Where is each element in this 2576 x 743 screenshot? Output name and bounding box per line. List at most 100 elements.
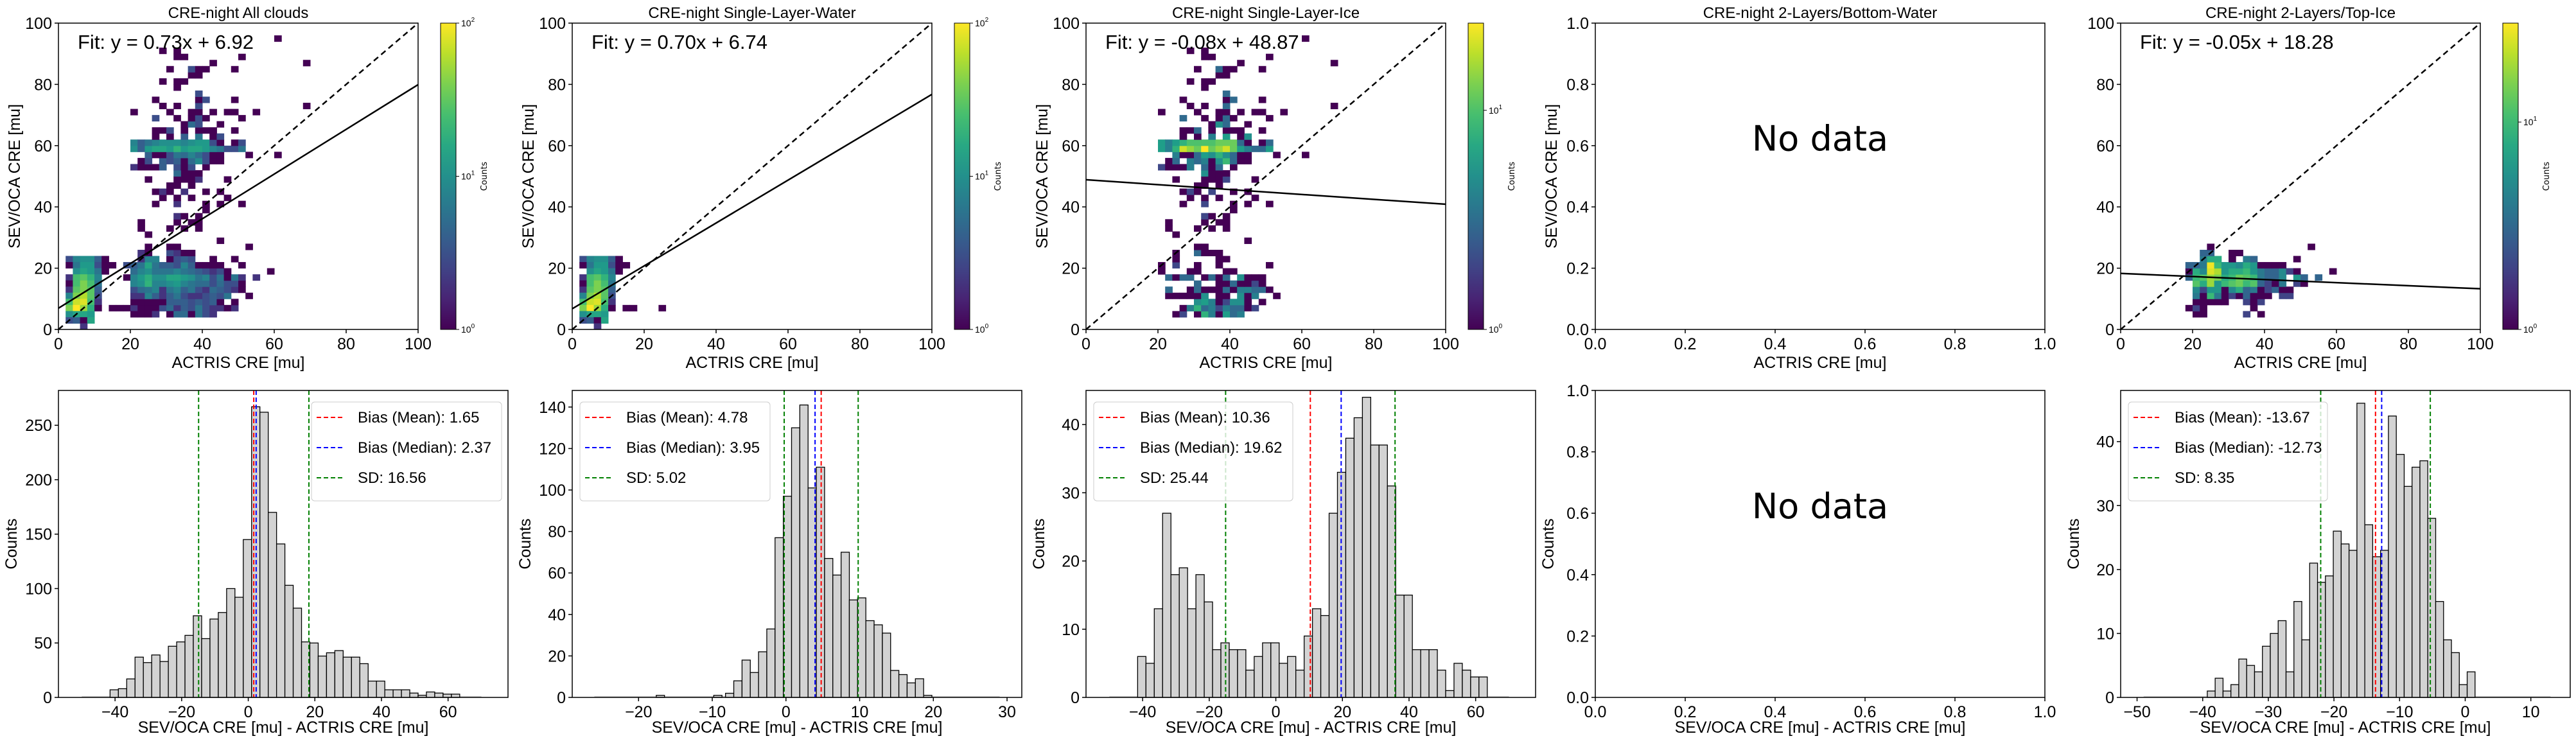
heatmap-cell — [1230, 145, 1238, 152]
heatmap-cell — [2243, 280, 2251, 287]
heatmap-cell — [66, 286, 73, 293]
heatmap-cell — [579, 256, 587, 263]
heatmap-cell — [137, 139, 145, 146]
heatmap-cell — [1186, 286, 1195, 293]
heatmap-cell — [195, 286, 203, 293]
heatmap-cell — [2193, 304, 2200, 311]
heatmap-cell — [1222, 170, 1231, 177]
heatmap-cell — [1208, 53, 1216, 60]
heatmap-cell — [209, 133, 217, 140]
heatmap-cell — [152, 274, 160, 281]
heatmap-cell — [2243, 256, 2251, 263]
heatmap-cell — [180, 268, 189, 275]
x-axis-label: ACTRIS CRE [mu] — [686, 354, 819, 372]
heatmap-cell — [1258, 127, 1266, 134]
heatmap-cell — [195, 157, 203, 164]
legend-item-sd: SD: 8.35 — [2175, 469, 2234, 487]
heatmap-cell — [1237, 286, 1245, 293]
heatmap-cell — [1258, 299, 1266, 306]
heatmap-cell — [209, 274, 217, 281]
histogram-bar — [284, 584, 294, 698]
heatmap-cell — [1165, 139, 1173, 146]
y-tick-label: 20 — [1062, 553, 1080, 571]
heatmap-cell — [1222, 133, 1231, 140]
heatmap-cell — [1194, 280, 1202, 287]
heatmap-cell — [2272, 286, 2279, 293]
heatmap-cell — [180, 133, 189, 140]
heatmap-cell — [1179, 96, 1187, 103]
heatmap-cell — [73, 286, 81, 293]
heatmap-cell — [1179, 311, 1187, 318]
heatmap-cell — [2229, 292, 2236, 299]
heatmap-cell — [145, 145, 153, 152]
histogram-bar — [1370, 444, 1380, 698]
heatmap-cell — [1194, 145, 1202, 152]
heatmap-cell — [1194, 249, 1202, 257]
heatmap-cell — [1201, 292, 1209, 299]
y-tick-label: 20 — [2096, 260, 2114, 278]
heatmap-cell — [1215, 66, 1223, 73]
histogram-bar — [234, 597, 244, 698]
histogram-bar — [1270, 642, 1280, 698]
heatmap-cell — [1158, 164, 1166, 171]
heatmap-cell — [87, 268, 95, 275]
heatmap-cell — [593, 292, 602, 299]
heatmap-cell — [1186, 292, 1195, 299]
heatmap-cell — [152, 262, 160, 269]
y-tick-label: 100 — [25, 580, 52, 598]
x-tick-label: 0 — [2461, 703, 2470, 721]
x-tick-label: −40 — [2189, 703, 2216, 721]
histogram-bar — [1187, 608, 1196, 698]
heatmap-cell — [231, 127, 239, 134]
heatmap-cell — [231, 299, 239, 306]
heatmap-cell — [2308, 243, 2315, 250]
heatmap-cell — [2300, 274, 2308, 281]
y-axis-label: Counts — [1539, 518, 1557, 569]
chart-title: CRE-night 2-Layers/Bottom-Water — [1703, 4, 1938, 22]
histogram-bar — [1328, 512, 1338, 698]
x-tick-label: 40 — [1400, 703, 1418, 721]
heatmap-cell — [166, 188, 174, 195]
y-tick-label: 0.8 — [1566, 76, 1589, 94]
heatmap-cell — [586, 317, 595, 324]
heatmap-cell — [600, 262, 609, 269]
y-tick-label: 50 — [34, 634, 52, 652]
heatmap-cell — [166, 145, 174, 152]
heatmap-cell — [152, 299, 160, 306]
heatmap-cell — [1194, 286, 1202, 293]
y-tick-label: 60 — [548, 564, 566, 582]
heatmap-cell — [1172, 256, 1180, 263]
heatmap-cell — [1230, 304, 1238, 311]
heatmap-cell — [1179, 274, 1187, 281]
heatmap-cell — [1222, 311, 1231, 318]
heatmap-cell — [1208, 225, 1216, 232]
heatmap-cell — [159, 103, 167, 110]
y-tick-label: 140 — [539, 399, 566, 417]
heatmap-cell — [1179, 152, 1187, 159]
heatmap-cell — [101, 262, 109, 269]
heatmap-cell — [1186, 145, 1195, 152]
chart-title: CRE-night All clouds — [168, 4, 309, 22]
histogram-panel-hist_water: −20 −10 0 10 20 30 0 20 40 60 80 100 120 140 SEV/OCA C… — [516, 390, 1022, 737]
heatmap-cell — [166, 286, 174, 293]
histogram-bar — [1254, 656, 1263, 698]
histogram-bar — [359, 663, 369, 698]
heatmap-cell — [173, 103, 181, 110]
heatmap-cell — [1244, 304, 1252, 311]
heatmap-cell — [159, 292, 167, 299]
heatmap-cell — [600, 292, 609, 299]
heatmap-cell — [2229, 256, 2236, 263]
y-tick-label: 10 — [1062, 621, 1080, 639]
histogram-bar — [766, 628, 776, 698]
y-axis-label: Counts — [1030, 518, 1048, 569]
heatmap-cell — [216, 292, 225, 299]
x-tick-label: 60 — [1293, 335, 1311, 353]
heatmap-cell — [152, 96, 160, 103]
heatmap-cell — [622, 304, 631, 311]
heatmap-cell — [152, 145, 160, 152]
heatmap-cell — [593, 268, 602, 275]
x-tick-label: 40 — [707, 335, 725, 353]
histogram-bar — [1178, 567, 1188, 698]
heatmap-cell — [2207, 262, 2215, 269]
heatmap-cell — [586, 256, 595, 263]
